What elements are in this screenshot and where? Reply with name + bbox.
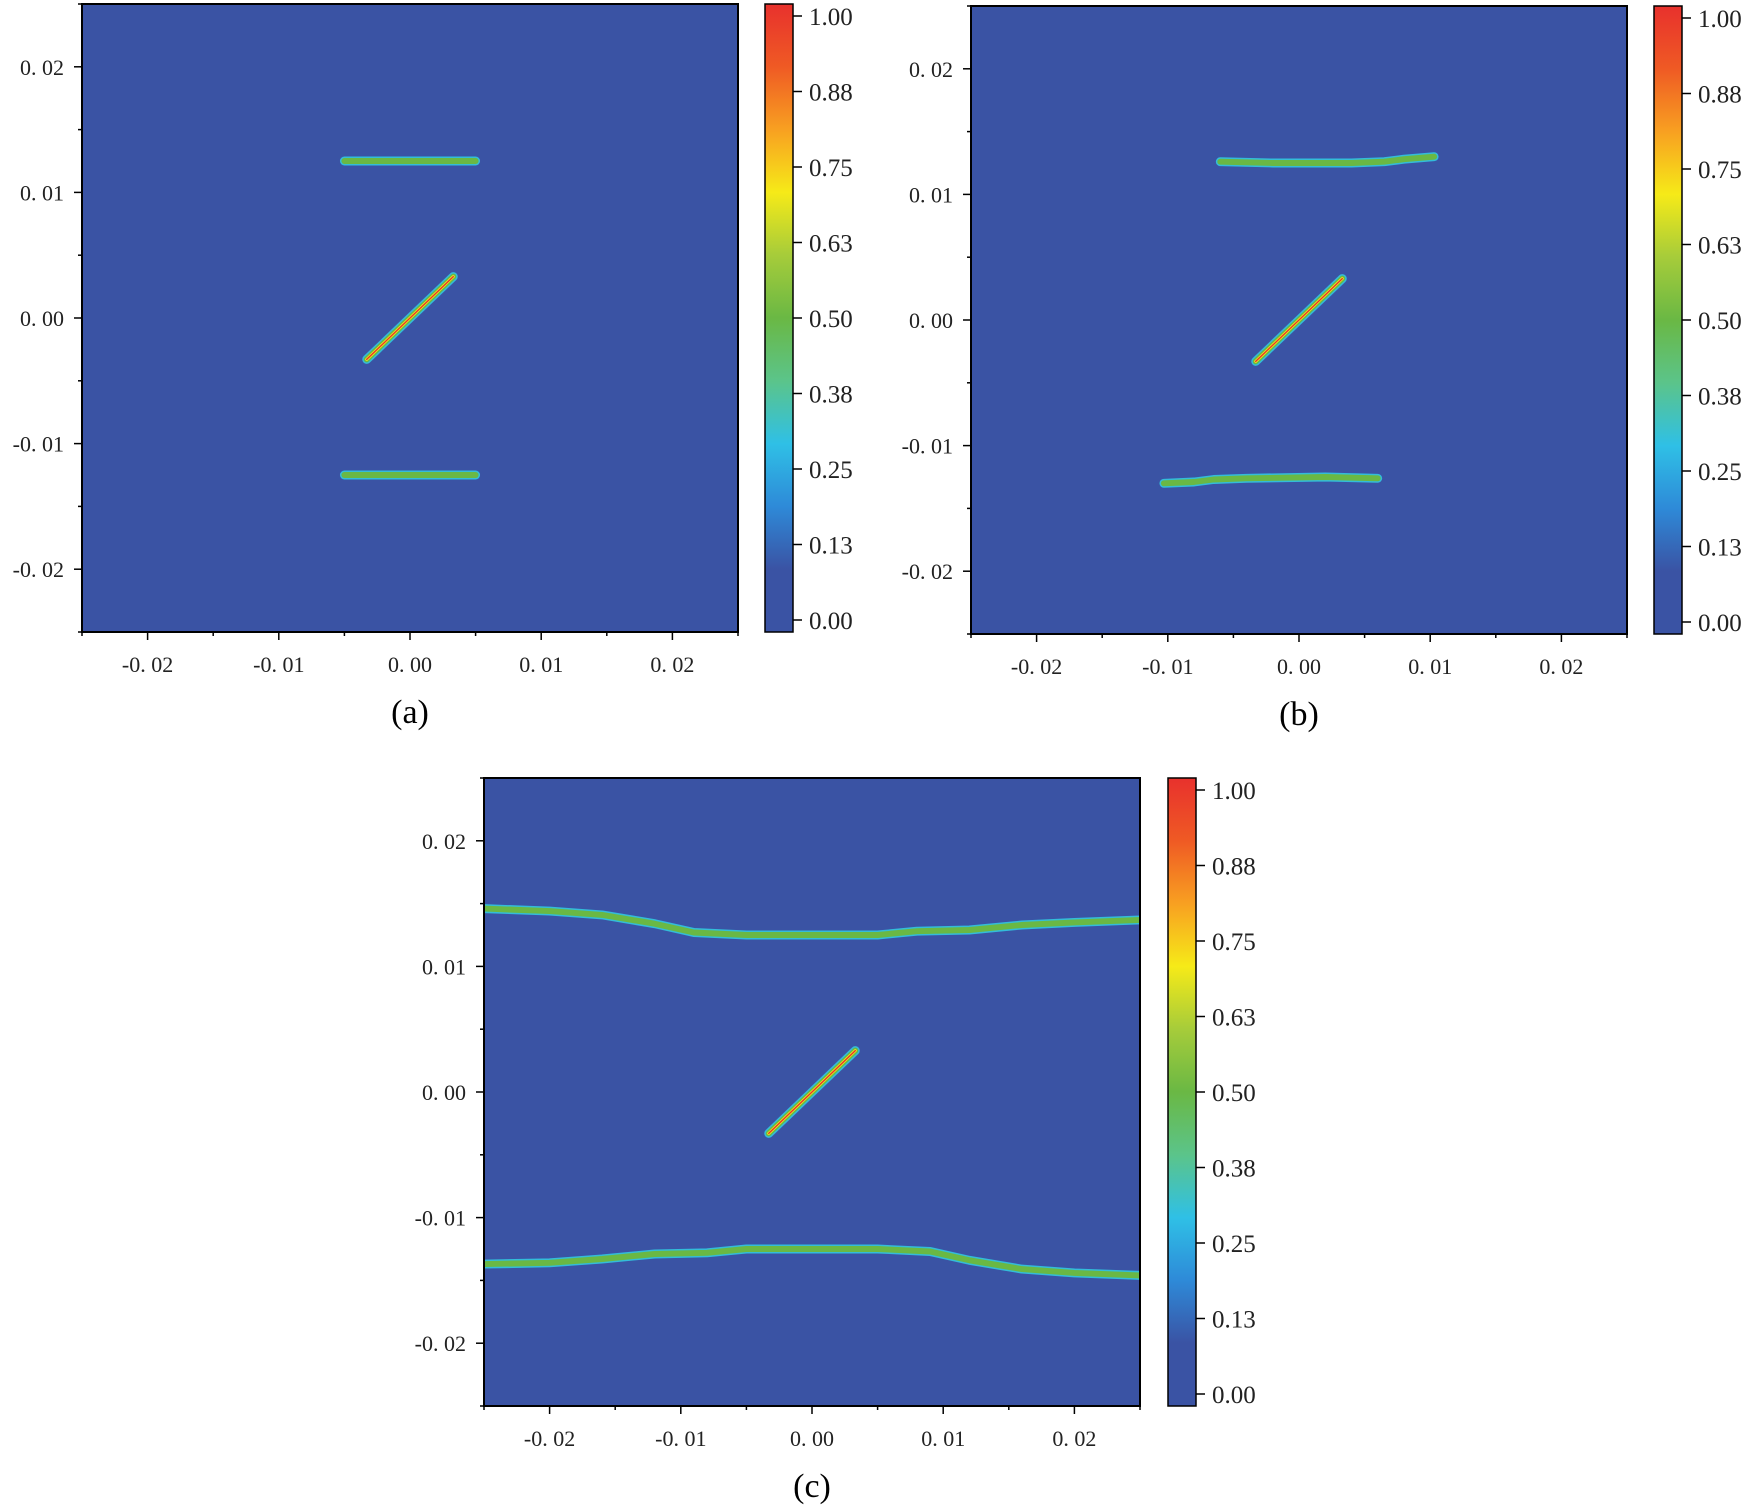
panel-c: -0. 02 -0. 01 0. 00 0. 01 0. 02 0. 02 0. 01 0. … [415,777,1256,1505]
y-tick-label: 0. 00 [20,306,64,331]
crack-inclined-2 [1251,274,1347,366]
x-tick-label: -0. 01 [253,652,304,677]
colorbar [1653,5,1683,635]
colorbar-label: 0.00 [1698,610,1742,637]
y-tick-label: 0. 00 [422,1080,466,1105]
y-tick-label: 0. 02 [422,829,466,854]
colorbar-label: 0.50 [1698,308,1742,335]
colorbar-label: 0.75 [809,155,853,182]
colorbar-label: 0.38 [809,382,853,409]
x-tick-label: 0. 00 [1277,654,1321,679]
colorbar-label: 0.88 [809,80,853,107]
panel-a: -0. 02 -0. 01 0. 00 0. 01 0. 02 0. 02 0. 01 0. … [13,3,853,731]
crack-inclined-2 [362,272,458,364]
panel-caption: (b) [1279,696,1319,733]
crack-propagated-3 [484,1244,1140,1280]
x-tick-label: 0. 00 [388,652,432,677]
crack-propagated-1 [484,904,1140,940]
x-tick-label: 0. 01 [519,652,563,677]
y-tick-label: -0. 02 [902,559,953,584]
colorbar-label: 0.50 [1212,1080,1256,1107]
y-tick-label: -0. 01 [415,1206,466,1231]
colorbar-label: 0.75 [1212,929,1256,956]
colorbar-label: 0.13 [1212,1307,1256,1334]
y-tick-label: 0. 01 [422,954,466,979]
colorbar-label: 0.88 [1212,854,1256,881]
x-tick-label: -0. 02 [524,1426,575,1451]
colorbar-label: 0.63 [1698,233,1742,260]
colorbar-label: 0.38 [1212,1156,1256,1183]
panel-b: -0. 02 -0. 01 0. 00 0. 01 0. 02 0. 02 0. 01 0. … [902,5,1742,733]
colorbar-label: 0.25 [1698,459,1742,486]
colorbar [1167,777,1197,1407]
x-tick-label: 0. 01 [921,1426,965,1451]
colorbar-label: 1.00 [1212,778,1256,805]
y-tick-label: -0. 01 [902,434,953,459]
colorbar-label: 0.63 [809,231,853,258]
panel-caption: (c) [793,1468,831,1505]
x-tick-label: 0. 02 [1539,654,1583,679]
y-tick-label: 0. 01 [909,182,953,207]
x-tick-label: 0. 02 [650,652,694,677]
colorbar-label: 0.63 [1212,1005,1256,1032]
colorbar-label: 1.00 [809,4,853,31]
colorbar-label: 0.75 [1698,157,1742,184]
x-tick-label: -0. 01 [1142,654,1193,679]
x-tick-label: 0. 02 [1052,1426,1096,1451]
y-tick-label: 0. 02 [909,57,953,82]
colorbar-label: 0.13 [809,533,853,560]
y-tick-label: -0. 02 [415,1331,466,1356]
colorbar-label: 0.25 [809,457,853,484]
colorbar-label: 0.00 [809,608,853,635]
colorbar-label: 0.38 [1698,384,1742,411]
colorbar-label: 0.00 [1212,1382,1256,1409]
colorbar-label: 1.00 [1698,6,1742,33]
x-tick-label: 0. 01 [1408,654,1452,679]
colorbar-label: 0.25 [1212,1231,1256,1258]
colorbar-label: 0.88 [1698,82,1742,109]
colorbar-label: 0.13 [1698,535,1742,562]
colorbar-label: 0.50 [809,306,853,333]
x-tick-label: -0. 02 [1011,654,1062,679]
crack-inclined-2 [764,1046,860,1138]
y-tick-label: -0. 01 [13,432,64,457]
crack-propagated-1 [1215,152,1439,168]
colorbar [764,3,794,633]
x-tick-label: -0. 01 [655,1426,706,1451]
y-tick-label: 0. 01 [20,180,64,205]
x-tick-label: 0. 00 [790,1426,834,1451]
x-tick-label: -0. 02 [122,652,173,677]
panel-caption: (a) [391,694,429,731]
y-tick-label: -0. 02 [13,557,64,582]
y-tick-label: 0. 02 [20,55,64,80]
y-tick-label: 0. 00 [909,308,953,333]
crack-propagated-3 [1159,472,1383,488]
